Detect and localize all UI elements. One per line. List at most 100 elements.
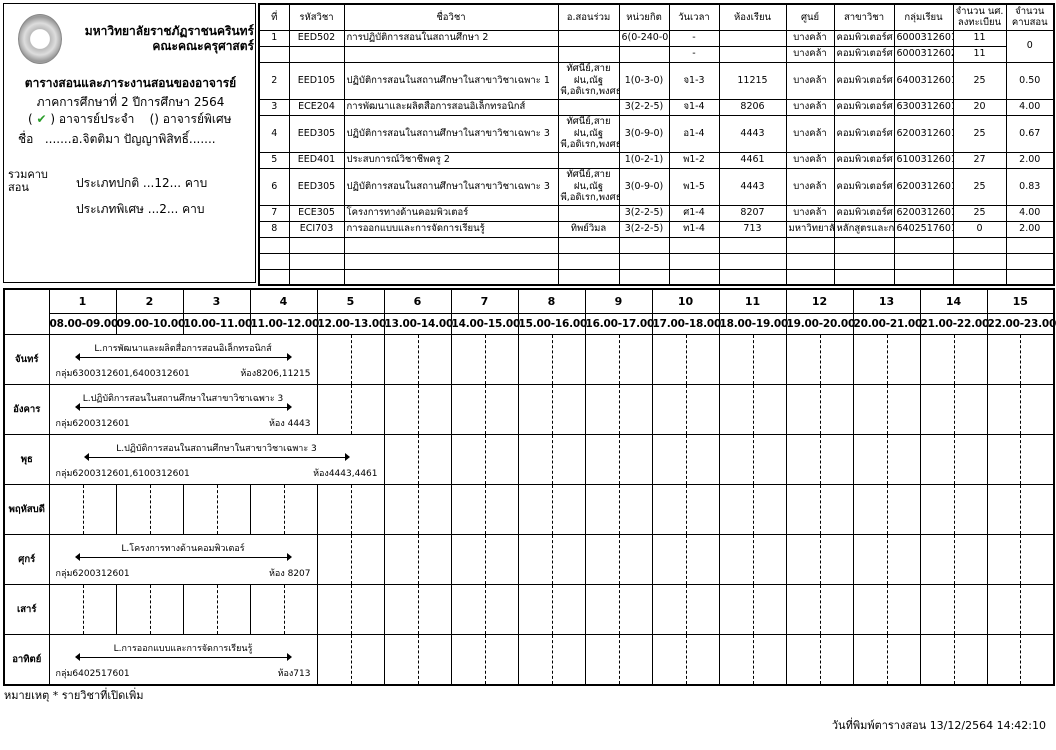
empty-slot [718,333,787,385]
double-arrow-icon [74,552,292,561]
class-block-content: L.โครงการทางด้านคอมพิวเตอร์ กลุ่ม62003126… [50,535,317,584]
day-row: อังคาร L.ปฏิบัติการสอนในสถานศึกษาในสาขาวิ… [3,383,1055,435]
period-number-row: 1 2 3 4 5 6 7 8 9 10 11 12 13 14 15 [3,288,1055,335]
empty-slot [450,333,519,385]
column-header: กลุ่มเรียน [893,3,954,31]
empty-cell [893,236,954,254]
empty-slot [718,383,787,435]
empty-slot [785,333,854,385]
empty-slot [919,583,988,635]
cell-credit: 3(2-2-5) [618,98,670,116]
period-number: 12 [785,288,854,314]
empty-slot [651,433,720,485]
period-number: 5 [316,288,385,314]
cell-name: การปฏิบัติการสอนในสถานศึกษา 2 [343,29,559,47]
period-time: 19.00-20.00 [785,312,855,335]
class-block[interactable]: L.ปฏิบัติการสอนในสถานศึกษาในสาขาวิชาเฉพา… [48,433,385,485]
table-row: 3 ECE204 การพัฒนาและผลิตสื่อการสอนอิเล็กทร… [258,98,1055,116]
cell-students: 25 [952,61,1007,100]
cell-time: - [668,29,720,47]
empty-slot [182,583,251,635]
cell-room: 8206 [718,98,787,116]
empty-slot [450,583,519,635]
empty-slot [383,433,452,485]
table-row: 5 EED401 ประสบการณ์วิชาชีพครู 2 1(0-2-1) พ1-… [258,151,1055,169]
empty-slot [517,583,586,635]
empty-row [258,252,1055,270]
cell-credit: 3(0-9-0) [618,114,670,153]
cell-credit: 3(0-9-0) [618,167,670,206]
empty-cell [718,252,787,270]
empty-slot [383,633,452,685]
cell-time: ท1-4 [668,220,720,238]
class-block[interactable]: L.การออกแบบและการจัดการเรียนรู้ กลุ่ม6402… [48,633,318,685]
empty-slot [182,483,251,535]
cell-group: 6200312601 [893,204,954,222]
period-number: 3 [182,288,251,314]
class-block[interactable]: L.การพัฒนาและผลิตสื่อการสอนอิเล็กทรอนิกส… [48,333,318,385]
empty-cell [785,252,835,270]
period-time: 17.00-18.00 [651,312,721,335]
class-group: กลุ่ม6402517601 [55,668,130,679]
cell-major: คอมพิวเตอร์ศ [833,167,895,206]
column-header: อ.สอนร่วม [557,3,620,31]
empty-cell [668,236,720,254]
empty-cell [288,268,345,286]
cell-code: EED305 [288,167,345,206]
cell-code [288,45,345,63]
empty-slot [383,583,452,635]
empty-slot [383,483,452,535]
period-time-row: 08.00-09.00 09.00-10.00 10.00-11.00 11.00-1… [4,312,1056,335]
empty-slot [651,383,720,435]
empty-slot [919,633,988,685]
class-block[interactable]: L.ปฏิบัติการสอนในสถานศึกษาในสาขาวิชาเฉพา… [48,383,318,435]
cell-no: 7 [258,204,290,222]
cell-major: หลักสูตรและก [833,220,895,238]
empty-slot [651,633,720,685]
courses-table: ที่ รหัสวิชา ชื่อวิชา อ.สอนร่วม หน่วยกิต วันเ… [258,3,1055,286]
cell-time: ศ1-4 [668,204,720,222]
empty-cell [668,268,720,286]
cell-co [557,29,620,47]
cell-code: EED401 [288,151,345,169]
empty-cell [952,252,1007,270]
empty-slot [986,483,1055,535]
cell-code: EED305 [288,114,345,153]
empty-cell [1005,236,1055,254]
empty-row [258,268,1055,286]
empty-slot [584,583,653,635]
table-row: - บางคล้า คอมพิวเตอร์ศ 6000312602 11 [258,45,1054,63]
summary-regular: ประเภทปกติ ...12... คาบ [76,176,208,190]
cell-co: ทัศนีย์,สายฝน,ณัฐพี,อดิเรก,พงศธร [557,167,620,206]
cell-major: คอมพิวเตอร์ศ [833,151,895,169]
cell-credit: 6(0-240-0) [618,29,670,47]
timetable-grid: 1 2 3 4 5 6 7 8 9 10 11 12 13 14 15 08.00-09.00 09.00-1… [3,288,1056,686]
empty-slot [852,533,921,585]
cell-co: ทัศนีย์,สายฝน,ณัฐพี,อดิเรก,พงศธร [557,61,620,100]
cell-credit: 3(2-2-5) [618,220,670,238]
empty-slot [785,383,854,435]
summary-label: รวมคาบสอน [8,168,48,194]
class-block[interactable]: L.โครงการทางด้านคอมพิวเตอร์ กลุ่ม62003126… [48,533,318,585]
cell-major: คอมพิวเตอร์ศ [833,98,895,116]
empty-slot [919,533,988,585]
class-room: ห้อง4443,4461 [313,468,378,479]
cell-students: 25 [952,204,1007,222]
period-time: 20.00-21.00 [852,312,922,335]
cell-name: ปฏิบัติการสอนในสถานศึกษาในสาขาวิชาเฉพาะ … [343,167,559,206]
term-label: ภาคการศึกษาที่ 2 ปีการศึกษา 2564 [36,95,225,109]
class-block-content: L.ปฏิบัติการสอนในสถานศึกษาในสาขาวิชาเฉพา… [50,435,384,484]
empty-slot [651,333,720,385]
cell-students: 11 [952,29,1007,47]
cell-students: 25 [952,167,1007,206]
cell-major: คอมพิวเตอร์ศ [833,61,895,100]
day-row: อาทิตย์ L.การออกแบบและการจัดการเรียนรู้ กล… [3,633,1055,685]
cell-major: คอมพิวเตอร์ศ [833,204,895,222]
cell-group: 6200312601 [893,167,954,206]
cell-time: อ1-4 [668,114,720,153]
cell-center: บางคล้า [785,204,835,222]
empty-slot [316,383,385,435]
cell-students: 0 [952,220,1007,238]
table-row: 2 EED105 ปฏิบัติการสอนในสถานศึกษาในสาขาวิช… [258,61,1055,100]
print-timestamp: วันที่พิมพ์ตารางสอน 13/12/2564 14:42:10 [831,719,1046,732]
